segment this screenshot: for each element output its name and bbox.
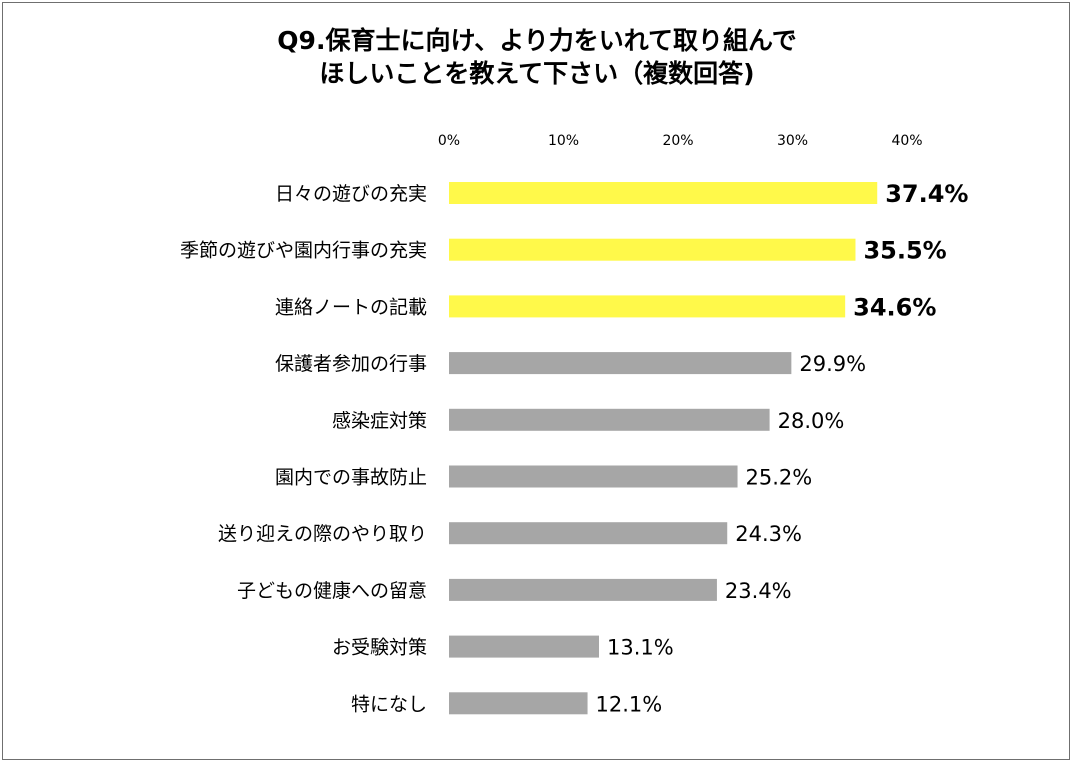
bar: [449, 238, 856, 261]
category-label: 連絡ノートの記載: [275, 296, 427, 318]
bar: [449, 182, 878, 204]
category-label: お受験対策: [332, 637, 427, 659]
value-label: 24.3%: [735, 522, 802, 546]
bar: [449, 352, 792, 375]
bar: [449, 295, 846, 318]
x-tick-label: 10%: [548, 133, 579, 149]
bar: [449, 692, 588, 715]
bar: [449, 408, 770, 431]
value-label: 25.2%: [746, 466, 813, 490]
category-label: 感染症対策: [332, 410, 427, 432]
value-label: 12.1%: [596, 692, 663, 716]
chart-title: Q9.保育士に向け、より力をいれて取り組んで ほしいことを教えて下さい（複数回答…: [0, 24, 1074, 90]
chart-title-line-1: Q9.保育士に向け、より力をいれて取り組んで: [277, 26, 797, 55]
x-tick-label: 40%: [891, 133, 922, 149]
bar: [449, 522, 728, 545]
value-label: 13.1%: [607, 636, 674, 660]
category-label: 日々の遊びの充実: [275, 183, 427, 205]
value-label: 35.5%: [863, 237, 946, 265]
category-label: 送り迎えの際のやり取り: [218, 523, 427, 545]
chart-title-line-2: ほしいことを教えて下さい（複数回答): [319, 59, 755, 88]
value-label: 37.4%: [885, 180, 968, 208]
x-tick-label: 30%: [777, 133, 808, 149]
bar: [449, 578, 717, 601]
x-tick-label: 0%: [438, 133, 460, 149]
x-tick-label: 20%: [662, 133, 693, 149]
value-label: 29.9%: [799, 352, 866, 376]
category-label: 園内での事故防止: [275, 467, 427, 489]
category-label: 季節の遊びや園内行事の充実: [180, 240, 427, 262]
value-label: 23.4%: [725, 579, 792, 603]
category-label: 特になし: [351, 693, 427, 715]
bar: [449, 635, 599, 658]
category-label: 保護者参加の行事: [275, 353, 427, 375]
category-label: 子どもの健康への留意: [237, 580, 427, 602]
value-label: 34.6%: [853, 293, 936, 321]
bar: [449, 465, 738, 488]
value-label: 28.0%: [778, 409, 845, 433]
